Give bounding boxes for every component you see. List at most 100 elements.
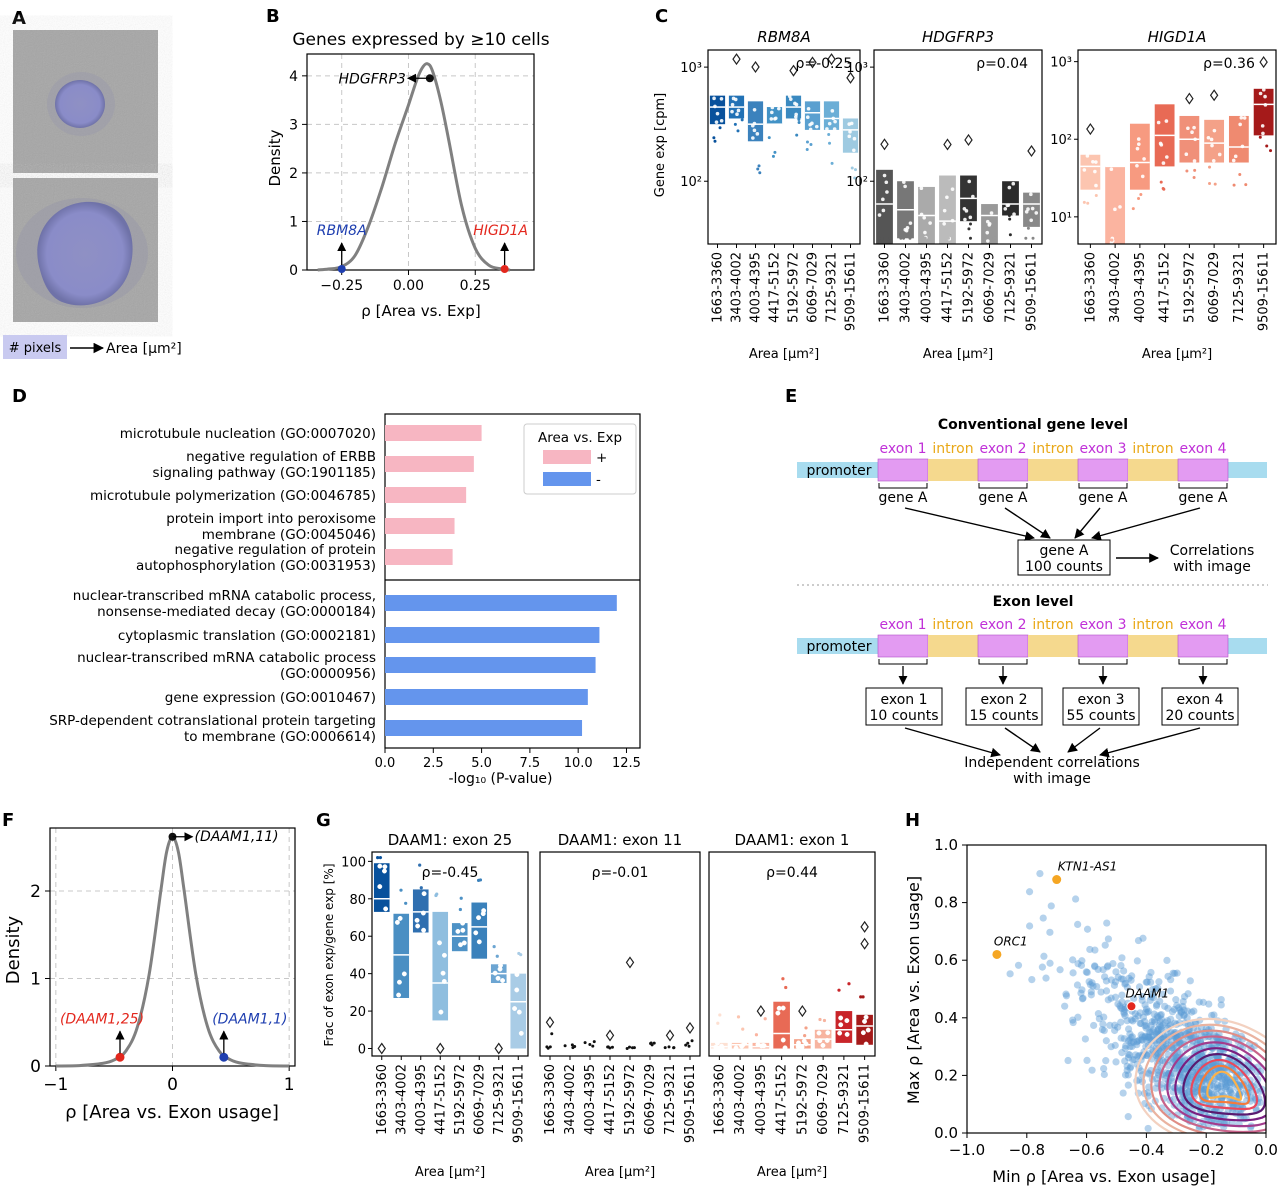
panel-g-outlier-dot — [781, 977, 785, 981]
panel-c-outlier-dot — [797, 121, 801, 125]
panel-g-dot — [796, 1040, 801, 1046]
panel-h-point — [1153, 1028, 1162, 1036]
panel-g-xtick-label: 9509-15611 — [858, 1064, 873, 1143]
panel-c-dot — [750, 123, 755, 128]
panel-c-dot — [1118, 205, 1122, 209]
panel-h-point — [1123, 1062, 1131, 1070]
panel-c-dot — [1193, 137, 1197, 142]
panel-b-density-line — [317, 62, 511, 272]
panel-h-ytick-label: 0.2 — [934, 1066, 958, 1084]
panel-g-dot — [415, 923, 421, 929]
panel-e-exon-bracket — [878, 659, 928, 665]
panel-h-point — [1090, 1021, 1098, 1030]
panel-h-point — [1091, 946, 1099, 954]
panel-h-point — [1147, 968, 1155, 977]
panel-h-xtick-label: −1.0 — [949, 1141, 985, 1159]
panel-e-gene-exon-label: exon 1 — [879, 441, 926, 457]
panel-g-xtick-label: 1663-3360 — [543, 1064, 558, 1135]
panel-h-point — [1127, 1063, 1135, 1071]
panel-h-point — [1157, 1015, 1165, 1023]
panel-h-point — [1124, 1025, 1133, 1033]
panel-c-outlier-dot — [878, 236, 882, 240]
panel-h-point — [1216, 1073, 1224, 1082]
panel-g-dot — [862, 1018, 867, 1024]
panel-h-point — [1112, 968, 1120, 976]
panel-h-point — [1026, 922, 1034, 930]
panel-h-point — [1195, 998, 1203, 1006]
panel-f-label-exon11: (DAAM1,11) — [195, 829, 279, 845]
panel-h-point — [1214, 1084, 1222, 1092]
panel-h-point — [1025, 888, 1034, 896]
panel-g-title: DAAM1: exon 25 — [388, 831, 512, 849]
panel-h-point — [1141, 1017, 1149, 1026]
panel-c-dot — [885, 190, 889, 194]
panel-c-outlier-dot — [1024, 236, 1028, 240]
panel-c-dot — [1233, 154, 1238, 159]
panel-c-dot — [719, 118, 724, 123]
panel-c-outlier-dot — [713, 139, 717, 143]
panel-c-outlier-dot — [827, 133, 831, 137]
panel-h-point — [1123, 1066, 1131, 1075]
panel-c-outlier-dot — [771, 154, 775, 158]
panel-h-point — [1131, 1010, 1139, 1018]
panel-h-point — [1180, 1006, 1188, 1014]
panel-f-label-exon25: (DAAM1,25) — [60, 1011, 144, 1027]
panel-h-point — [1135, 983, 1144, 991]
panel-e-gene-label: gene A — [1178, 490, 1227, 506]
panel-h-point — [1131, 1015, 1139, 1023]
panel-c-outlier-dot — [854, 168, 858, 172]
panel-h-xtick-label: 0.0 — [1254, 1141, 1278, 1159]
panel-c-dot — [942, 208, 947, 213]
panel-label-c: C — [655, 6, 668, 27]
panel-h-point — [1179, 1002, 1187, 1011]
panel-c-xlabel: Area [µm²] — [749, 347, 819, 362]
panel-g-dot — [663, 1046, 667, 1050]
panel-h-point — [1120, 1008, 1128, 1016]
panel-c-outlier-diamond — [943, 138, 952, 151]
panel-c-outlier-dot — [1192, 175, 1196, 179]
panel-c-xlabel: Area [µm²] — [1142, 347, 1212, 362]
panel-h-point — [1134, 936, 1143, 945]
panel-h-point — [1158, 1056, 1167, 1065]
panel-e-gene-bracket — [1178, 483, 1228, 489]
panel-h-point — [1072, 895, 1080, 903]
panel-h: H −1.0 −0.8 −0.6 −0.4 −0.2 0.0 0.0 0.2 0.4 0.6 0.8… — [904, 810, 1278, 1186]
panel-e-gene-arrow — [1004, 507, 1051, 539]
panel-f-axes-frame — [49, 827, 296, 1067]
panel-e-gene-box-line2: 100 counts — [1025, 559, 1103, 575]
panel-g-outlier-diamond — [860, 920, 869, 933]
panel-h-xtick-label: −0.2 — [1188, 1141, 1224, 1159]
panel-g-dot — [632, 1046, 636, 1050]
panel-g-xtick-label: 5192-5972 — [623, 1064, 638, 1135]
panel-c-outlier-dot — [1107, 238, 1111, 242]
panel-e-exon-box-line1: exon 3 — [1077, 692, 1124, 708]
panel-h-point — [1144, 1033, 1153, 1041]
panel-g-dot — [714, 1040, 720, 1046]
panel-h-point — [1167, 1077, 1175, 1085]
panel-c-dot — [1263, 94, 1267, 99]
panel-e-gene-promoter-label: promoter — [807, 463, 872, 479]
panel-c-title: HDGFRP3 — [922, 28, 994, 46]
panel-c-dot — [923, 230, 927, 235]
panel-e-exon-exon-block — [1077, 634, 1129, 658]
panel-e-gene-exon-label: exon 3 — [1079, 441, 1126, 457]
panel-g-xtick-label: 9509-15611 — [683, 1064, 698, 1143]
panel-c-dot — [825, 127, 829, 131]
panel-h-point — [1118, 1004, 1126, 1013]
panel-c-title: RBM8A — [757, 28, 810, 46]
panel-c-outlier-dot — [757, 164, 761, 168]
panel-c-dot — [1161, 161, 1166, 165]
panel-g-dot — [608, 1046, 612, 1050]
panel-c-dot — [814, 124, 819, 129]
panel-c-dot — [968, 215, 973, 220]
panel-c-dot — [1258, 91, 1263, 96]
panel-h-point — [1094, 1010, 1102, 1018]
panel-c-dot — [713, 104, 717, 109]
panel-g-dot — [461, 940, 467, 946]
panel-c-outlier-dot — [880, 236, 884, 240]
panel-f-xtick-label: −1 — [43, 1075, 68, 1095]
panel-h-point — [1099, 966, 1107, 974]
panel-c-xtick-label: 3403-4002 — [730, 252, 745, 323]
panel-g-outlier-dot — [418, 863, 422, 867]
